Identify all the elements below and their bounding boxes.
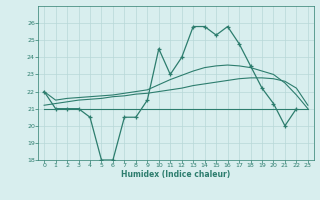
X-axis label: Humidex (Indice chaleur): Humidex (Indice chaleur)	[121, 170, 231, 179]
